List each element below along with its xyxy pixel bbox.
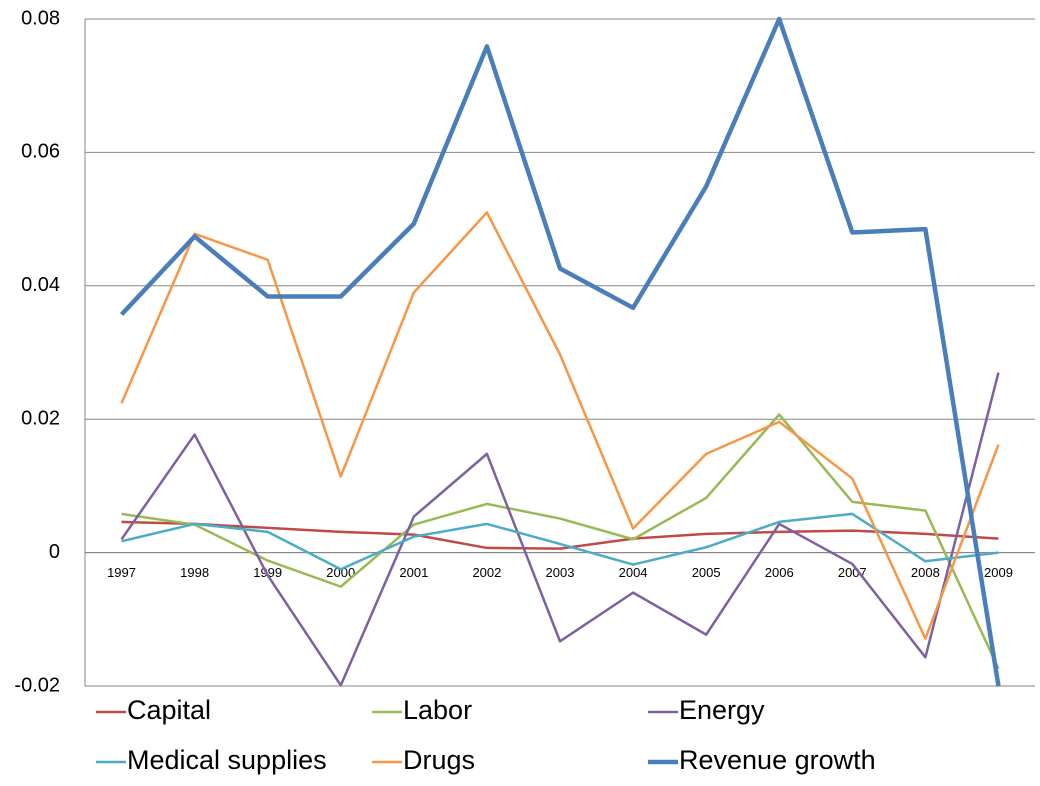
x-tick-label: 2006 [765, 565, 794, 580]
y-tick-label: 0.08 [21, 7, 60, 29]
series-line [121, 512, 999, 571]
series-line [121, 520, 999, 550]
series-line [119, 16, 1001, 687]
series-line [120, 211, 1000, 640]
y-tick-label: -0.02 [14, 674, 60, 696]
y-tick-label: 0.06 [21, 141, 60, 163]
x-tick-label: 1997 [107, 565, 136, 580]
legend-label: Medical supplies [127, 745, 327, 775]
x-tick-label: 2007 [838, 565, 867, 580]
legend-label: Labor [403, 695, 472, 725]
legend-label: Capital [127, 695, 211, 725]
x-tick-label: 2005 [692, 565, 721, 580]
y-tick-label: 0.02 [21, 407, 60, 429]
series-line [120, 372, 1000, 687]
x-tick-label: 2008 [911, 565, 940, 580]
legend-label: Revenue growth [679, 745, 876, 775]
legend-label: Drugs [403, 745, 475, 775]
x-tick-label: 2004 [619, 565, 648, 580]
legend-label: Energy [679, 695, 765, 725]
y-tick-label: 0.04 [21, 274, 60, 296]
x-tick-label: 1999 [253, 565, 282, 580]
x-tick-label: 2002 [472, 565, 501, 580]
x-tick-label: 2009 [984, 565, 1013, 580]
x-tick-label: 1998 [180, 565, 209, 580]
y-tick-label: 0 [49, 541, 60, 563]
x-tick-label: 2003 [546, 565, 575, 580]
series-line [121, 413, 1000, 670]
x-tick-label: 2001 [399, 565, 428, 580]
x-tick-label: 2000 [326, 565, 355, 580]
